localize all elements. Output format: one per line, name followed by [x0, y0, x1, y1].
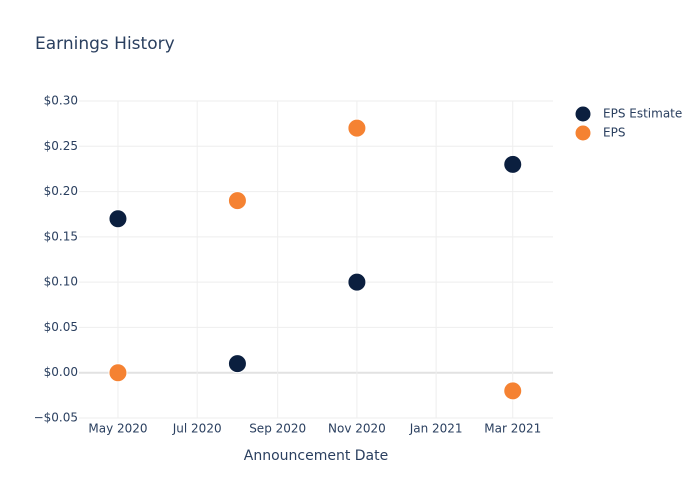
x-tick-label: Sep 2020 — [249, 422, 306, 436]
legend-marker — [574, 105, 592, 123]
y-tick-label: $0.15 — [44, 229, 78, 243]
data-point — [347, 118, 367, 138]
data-point — [503, 154, 523, 174]
chart-title: Earnings History — [35, 34, 175, 54]
y-tick-label: $0.00 — [44, 365, 78, 379]
x-tick-label: Nov 2020 — [328, 422, 386, 436]
y-tick-label: $0.20 — [44, 184, 78, 198]
data-point — [108, 209, 128, 229]
y-tick-label: $0.30 — [44, 94, 78, 108]
legend-label: EPS — [603, 126, 625, 140]
x-tick-label: Mar 2021 — [484, 422, 541, 436]
y-tick-label: $0.05 — [44, 320, 78, 334]
data-point — [227, 354, 247, 374]
data-point — [347, 272, 367, 292]
legend-label: EPS Estimate — [603, 107, 682, 121]
x-tick-label: May 2020 — [88, 422, 147, 436]
x-tick-label: Jan 2021 — [409, 422, 463, 436]
x-axis-label: Announcement Date — [244, 448, 388, 464]
y-tick-label: $0.25 — [44, 139, 78, 153]
x-tick-label: Jul 2020 — [172, 422, 222, 436]
y-tick-label: −$0.05 — [34, 411, 78, 425]
legend-marker — [574, 124, 592, 142]
data-point — [227, 191, 247, 211]
data-point — [503, 381, 523, 401]
data-point — [108, 363, 128, 383]
y-tick-label: $0.10 — [44, 275, 78, 289]
